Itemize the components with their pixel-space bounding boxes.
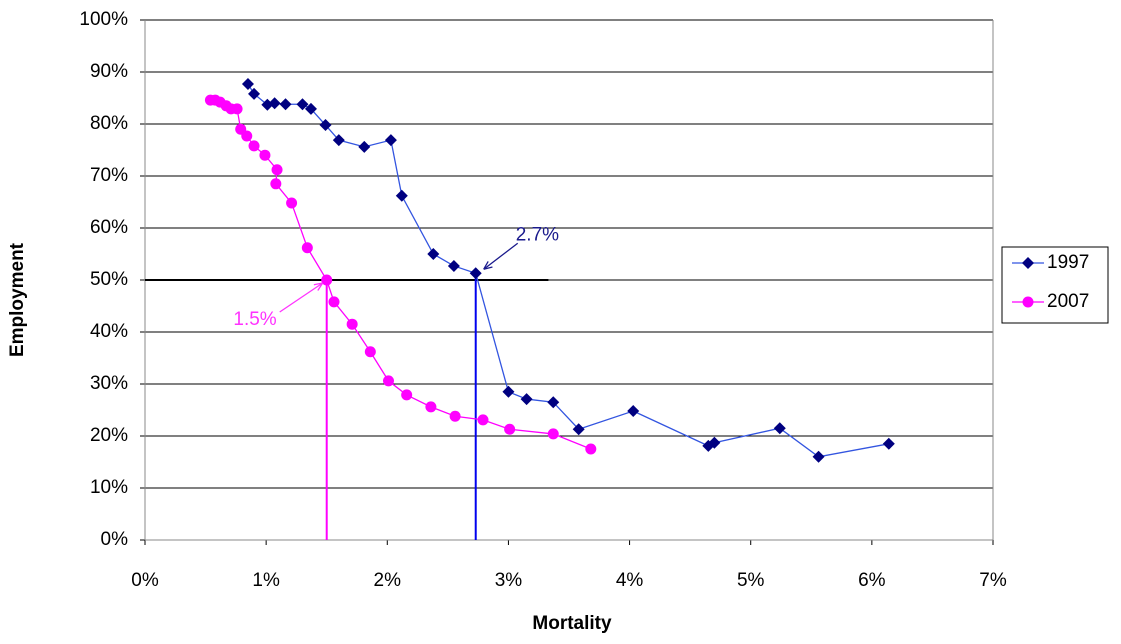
y-tick-label: 60% [90,217,128,238]
y-tick-label: 70% [90,165,128,186]
marker [346,318,358,330]
x-axis-title: Mortality [532,613,612,634]
marker [248,140,260,152]
y-tick-label: 20% [90,425,128,446]
marker [425,401,437,413]
marker [477,414,489,426]
marker [520,393,533,406]
marker [332,134,345,147]
y-tick-label: 40% [90,321,128,342]
marker [469,267,482,280]
y-tick-label: 90% [90,61,128,82]
marker [447,259,460,272]
legend-label: 2007 [1047,291,1089,312]
marker [268,97,281,110]
marker [270,178,282,190]
x-tick-label: 2% [374,570,402,591]
annotation-arrow [279,282,324,313]
marker [882,437,895,450]
annotation-label: 1.5% [233,309,276,330]
marker [321,274,333,286]
marker [708,436,721,449]
marker [248,87,261,100]
x-tick-label: 7% [979,570,1007,591]
annotation-arrow-head [313,282,324,291]
y-tick-label: 50% [90,269,128,290]
marker [504,423,516,435]
marker [427,248,440,260]
marker [319,119,332,132]
marker [241,77,254,90]
legend-marker [1022,257,1034,269]
marker [395,189,408,202]
marker [301,242,313,254]
legend-box [1001,246,1109,324]
marker [279,98,292,111]
marker [296,98,309,111]
x-tick-label: 6% [858,570,886,591]
marker [547,396,560,409]
legend-label: 1997 [1047,252,1089,273]
marker [547,428,559,440]
marker [304,102,317,115]
marker [358,140,371,153]
annotation-arrow [483,242,519,270]
marker [502,385,515,398]
y-tick-label: 100% [79,9,128,30]
marker [449,410,461,422]
marker [271,164,283,176]
annotation-arrow-head [483,261,493,270]
x-tick-label: 4% [616,570,644,591]
marker [812,450,825,463]
marker [364,346,376,358]
marker [585,443,597,455]
y-axis-title: Employment [7,242,28,357]
x-tick-label: 0% [131,570,159,591]
y-tick-label: 0% [101,529,129,550]
marker [572,423,585,436]
marker [382,375,394,387]
x-tick-label: 3% [495,570,523,591]
marker [384,134,397,147]
y-tick-label: 80% [90,113,128,134]
marker [286,197,298,209]
marker [401,389,413,401]
marker [241,130,253,142]
marker [328,296,340,308]
legend-marker [1022,296,1034,308]
y-tick-label: 30% [90,373,128,394]
marker [231,103,243,115]
marker [627,405,640,418]
y-tick-label: 10% [90,477,128,498]
x-tick-label: 1% [252,570,280,591]
marker [773,422,786,435]
x-tick-label: 5% [737,570,765,591]
annotation-label: 2.7% [516,224,559,245]
marker [259,149,271,161]
